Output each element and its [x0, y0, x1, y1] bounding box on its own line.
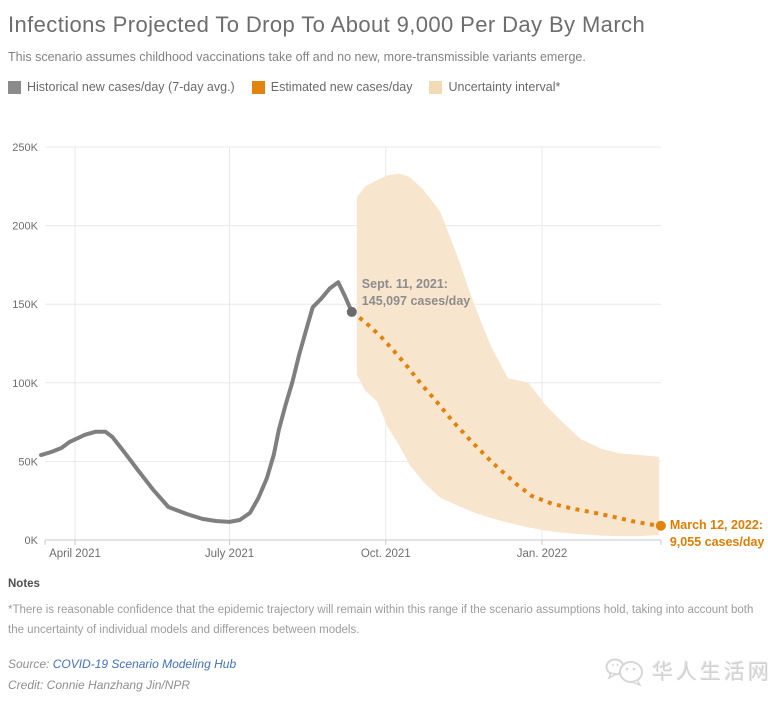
legend-item-uncertainty: Uncertainty interval* — [429, 80, 560, 94]
x-tick-label: Jan. 2022 — [517, 548, 568, 560]
y-tick-label: 150K — [12, 299, 38, 311]
legend-item-estimated: Estimated new cases/day — [251, 80, 413, 94]
projection-line — [350, 310, 662, 528]
notes-heading: Notes — [8, 578, 40, 590]
chat-bubbles-icon — [605, 658, 643, 687]
y-tick-label: 100K — [12, 378, 38, 390]
annotation-label: 9,055 cases/day — [670, 535, 765, 549]
source-line: Source: COVID-19 Scenario Modeling Hub — [8, 657, 236, 671]
page-title: Infections Projected To Drop To About 9,… — [8, 12, 646, 37]
y-tick-label: 250K — [12, 142, 38, 154]
annotation-label: Sept. 11, 2021: — [362, 277, 448, 291]
annotation-dot — [346, 306, 357, 317]
source-label: Source: — [8, 657, 53, 671]
historical-line — [39, 280, 354, 524]
notes-body: *There is reasonable confidence that the… — [8, 604, 754, 636]
watermark-text: 华人生活网 — [652, 661, 768, 684]
historical-swatch-icon — [8, 80, 21, 94]
uncertainty-band — [356, 173, 660, 537]
estimated-swatch-icon — [251, 80, 265, 94]
x-tick-label: April 2021 — [49, 548, 101, 560]
chart-subtitle: This scenario assumes childhood vaccinat… — [8, 50, 586, 64]
y-tick-label: 0K — [25, 535, 39, 547]
x-tick-label: July 2021 — [205, 548, 254, 560]
chart-legend: Historical new cases/day (7-day avg.) Es… — [8, 80, 577, 94]
y-tick-label: 200K — [12, 221, 38, 233]
legend-label: Historical new cases/day (7-day avg.) — [27, 80, 235, 94]
annotation-dot — [655, 520, 666, 531]
credit-line: Credit: Connie Hanzhang Jin/NPR — [8, 678, 191, 692]
x-tick-label: Oct. 2021 — [361, 548, 411, 560]
legend-label: Estimated new cases/day — [270, 80, 413, 94]
legend-item-historical: Historical new cases/day (7-day avg.) — [8, 80, 235, 94]
y-tick-label: 50K — [18, 456, 38, 468]
watermark: 华人生活网 — [604, 655, 768, 687]
source-link[interactable]: COVID-19 Scenario Modeling Hub — [52, 657, 237, 671]
legend-label: Uncertainty interval* — [448, 80, 561, 94]
infections-line-chart: 0K 50K 100K 150K 200K 250K April 2021 July 2021… — [12, 142, 765, 560]
uncertainty-swatch-icon — [429, 80, 443, 94]
annotation-label: March 12, 2022: — [670, 518, 763, 532]
annotation-label: 145,097 cases/day — [362, 294, 470, 308]
